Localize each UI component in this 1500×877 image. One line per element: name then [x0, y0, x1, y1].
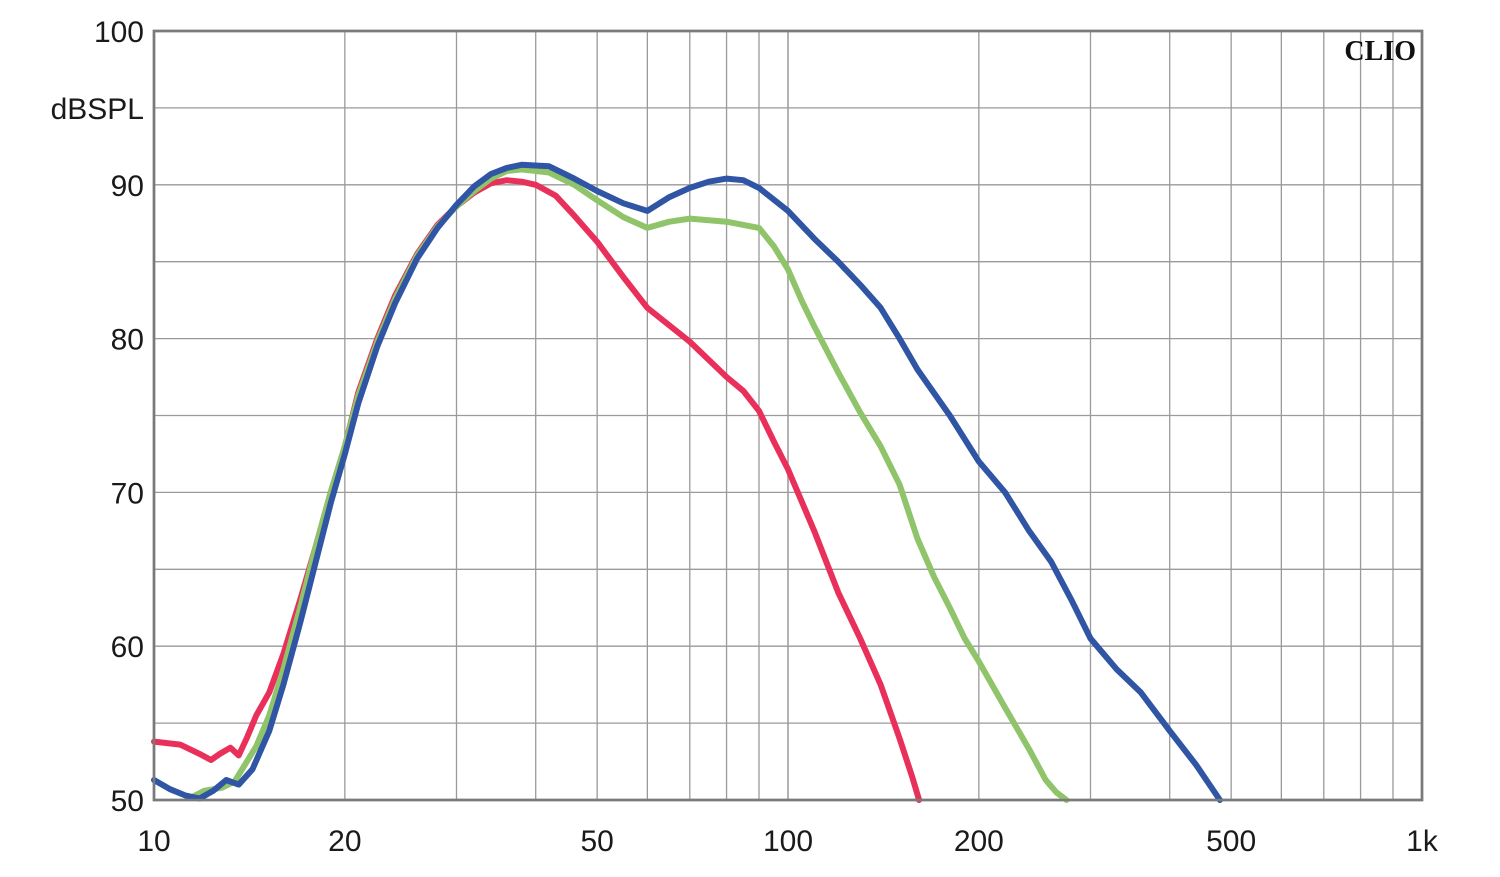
x-tick-label: 200 — [954, 825, 1004, 858]
plot-border — [152, 29, 1424, 802]
x-tick-label: 500 — [1206, 825, 1256, 858]
y-tick-label: 60 — [111, 631, 144, 664]
y-tick-label: 80 — [111, 324, 144, 357]
x-tick-label: 100 — [763, 825, 813, 858]
y-tick-label: 90 — [111, 170, 144, 203]
series-line-3 — [151, 161, 1223, 803]
series-layer — [151, 161, 1223, 803]
x-tick-label: 10 — [137, 825, 170, 858]
y-tick-label: 70 — [111, 477, 144, 510]
y-tick-label: 50 — [111, 785, 144, 818]
x-tick-label: 20 — [328, 825, 361, 858]
series-line-2 — [189, 166, 1070, 803]
x-axis-tick-labels: 10 20 50 100 200 500 1k — [137, 825, 1439, 858]
y-axis-tick-labels: 50 60 70 80 90 100 — [94, 16, 144, 818]
y-tick-label: 100 — [94, 16, 144, 49]
x-tick-label: 1k — [1406, 825, 1439, 858]
x-tick-label: 50 — [580, 825, 613, 858]
y-axis-unit-label: dBSPL — [51, 93, 144, 126]
grid — [154, 31, 1422, 800]
brand-label: CLIO — [1344, 36, 1416, 67]
